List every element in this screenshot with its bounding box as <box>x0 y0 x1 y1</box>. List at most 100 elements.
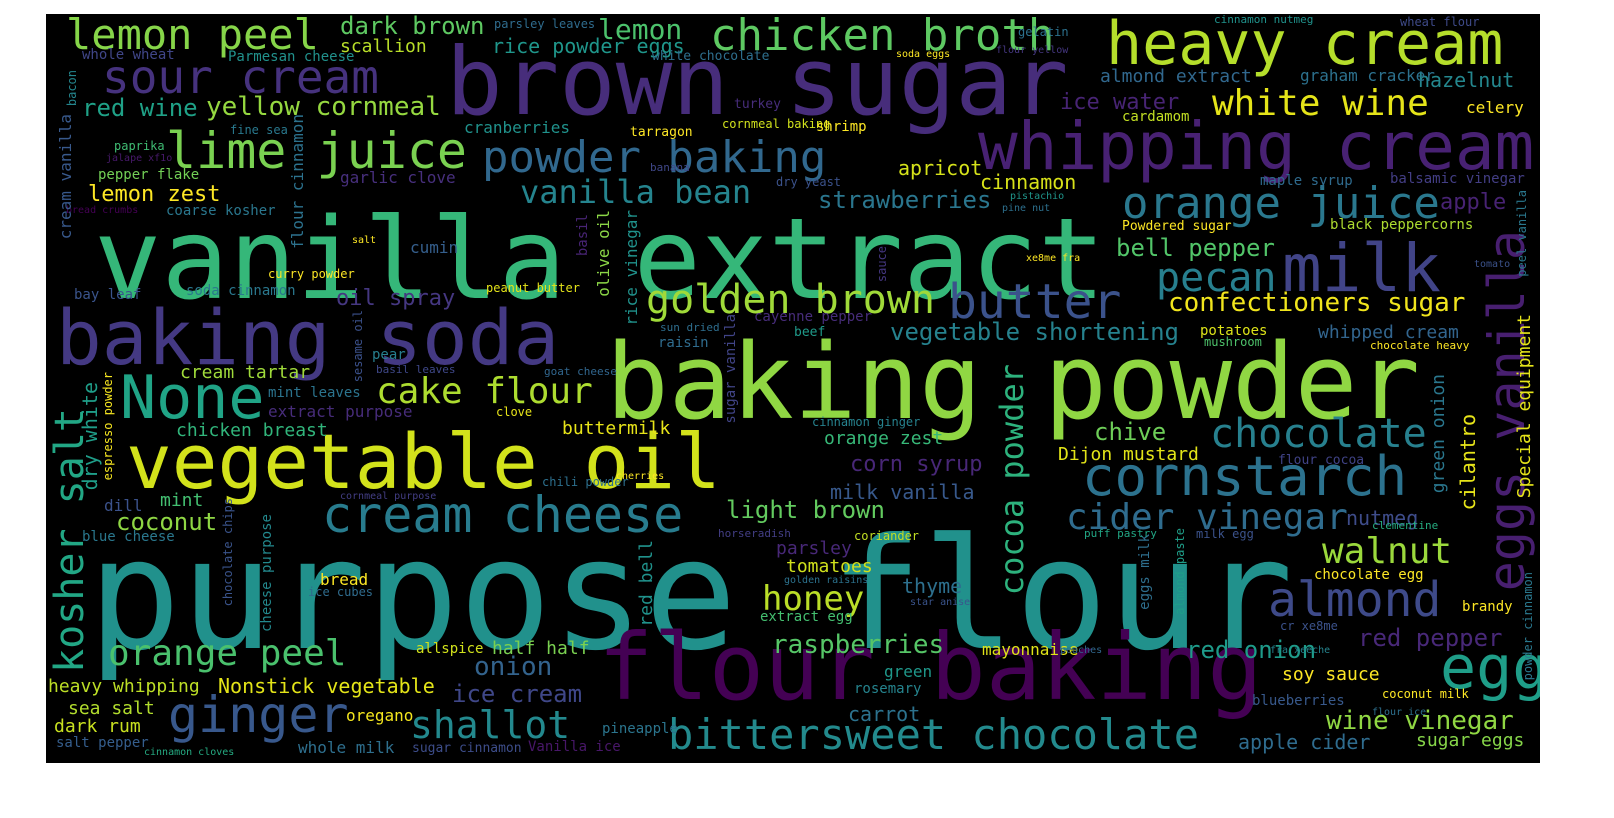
word: thyme <box>902 574 963 598</box>
word: None <box>120 363 265 433</box>
word: lemon <box>598 14 683 46</box>
word: cream cheese <box>322 486 684 544</box>
word: orange peel <box>108 633 347 674</box>
word: lemon zest <box>88 182 221 207</box>
word: pear <box>372 347 406 363</box>
word: dry yeast <box>776 175 842 189</box>
word-cloud: purpose flour vanilla extract baking pow… <box>46 14 1540 763</box>
word: sesame oil <box>351 310 365 383</box>
word: red onion <box>1186 636 1317 664</box>
word: basil <box>575 214 591 257</box>
word: rice vinegar <box>622 210 641 326</box>
word: apricot <box>898 156 983 180</box>
word: bacon <box>65 70 79 107</box>
word: peel vanilla <box>1515 190 1529 277</box>
word: celery <box>1466 98 1524 117</box>
word: whole wheat <box>82 47 175 63</box>
word: puff pastry <box>1084 527 1157 540</box>
word: salt <box>352 235 377 246</box>
word: yellow cornmeal <box>206 92 441 122</box>
word: flour baking <box>598 614 1263 721</box>
word: strawberries <box>818 186 992 214</box>
word: black peppercorns <box>1330 217 1474 233</box>
word: milk vanilla <box>830 480 975 504</box>
word: heavy cream <box>1106 14 1504 79</box>
word: oregano <box>346 706 414 725</box>
word: bittersweet chocolate <box>668 710 1200 759</box>
word: dry white <box>78 382 102 491</box>
word: Dijon mustard <box>1058 444 1199 465</box>
word: chocolate <box>1210 411 1427 457</box>
word: flour ice <box>1372 707 1427 718</box>
word: nutmeg <box>1346 506 1419 530</box>
word: cornmeal purpose <box>340 491 437 502</box>
word: cinnamon ginger <box>812 415 921 429</box>
word: almond <box>1268 572 1442 628</box>
word: white wine <box>1212 83 1429 124</box>
word: cornstarch <box>1082 445 1408 508</box>
word: mint leaves <box>268 385 361 401</box>
word: oil spray <box>336 286 456 311</box>
word: star anise <box>910 597 971 608</box>
word: cayenne pepper <box>754 309 873 325</box>
word: vanilla extract <box>94 195 1106 325</box>
word: pepper flake <box>98 167 200 183</box>
word: dill <box>104 496 143 515</box>
word: shrimp <box>816 119 867 135</box>
word: coriander <box>854 529 920 543</box>
word: orange juice <box>1122 178 1440 229</box>
word: hazelnut <box>1418 68 1515 92</box>
word: cumin <box>410 238 459 257</box>
word: coarse kosher <box>166 203 276 219</box>
word: orange zest <box>824 428 944 449</box>
word: onion <box>474 652 553 682</box>
word: eggs milk <box>1137 534 1153 610</box>
word: dark rum <box>54 716 141 737</box>
word: red bell <box>636 540 657 627</box>
word: scallion <box>340 36 427 57</box>
word: goat cheese <box>544 365 617 378</box>
word: parsley <box>776 538 852 559</box>
word: horseradish <box>718 527 791 540</box>
word: dark brown <box>340 14 485 40</box>
word: soy sauce <box>1282 664 1380 685</box>
word: bread crumbs <box>66 205 139 216</box>
word: raspberries <box>772 630 945 660</box>
word: flour cinnamon <box>288 114 307 249</box>
word: bay leaf <box>74 287 142 303</box>
word: pecan <box>1156 255 1277 301</box>
word: egg <box>1440 633 1540 703</box>
word: sea salt <box>68 698 155 719</box>
word: raisin <box>658 335 709 351</box>
word: lime juice <box>166 122 468 180</box>
word: purpose flour <box>88 506 1294 685</box>
word: blueberries <box>1252 693 1345 709</box>
word: coconut <box>116 508 218 536</box>
word: cinnamon <box>980 170 1077 194</box>
word: chocolate heavy <box>1370 339 1470 352</box>
word: half half <box>492 638 590 659</box>
word: graham cracker <box>1300 66 1435 85</box>
word: cranberries <box>464 118 570 137</box>
word: xe8me fra <box>1026 253 1081 264</box>
word: powder cinnamon <box>1521 572 1535 681</box>
word: ginger <box>168 686 349 744</box>
word: green <box>884 662 933 681</box>
word: cider vinegar <box>1066 497 1348 538</box>
word: butter <box>948 274 1122 330</box>
word: allspice <box>416 641 484 657</box>
word: turkey <box>734 97 781 112</box>
word: chili powder <box>542 475 629 489</box>
word: pistachio <box>1010 191 1065 202</box>
word: rice powder eggs <box>492 34 685 58</box>
word: milk egg <box>1196 527 1254 541</box>
word: baking powder <box>606 321 1420 443</box>
word: whipped cream <box>1318 322 1459 343</box>
word: sugar cinnamon <box>412 741 522 756</box>
word: Nonstick vegetable <box>218 674 435 698</box>
word: cream vanilla <box>56 114 75 240</box>
word: milk <box>1282 230 1441 307</box>
word: almond paste <box>1173 528 1187 615</box>
word: sugar eggs <box>1416 730 1525 751</box>
word: pineapple <box>602 721 678 737</box>
